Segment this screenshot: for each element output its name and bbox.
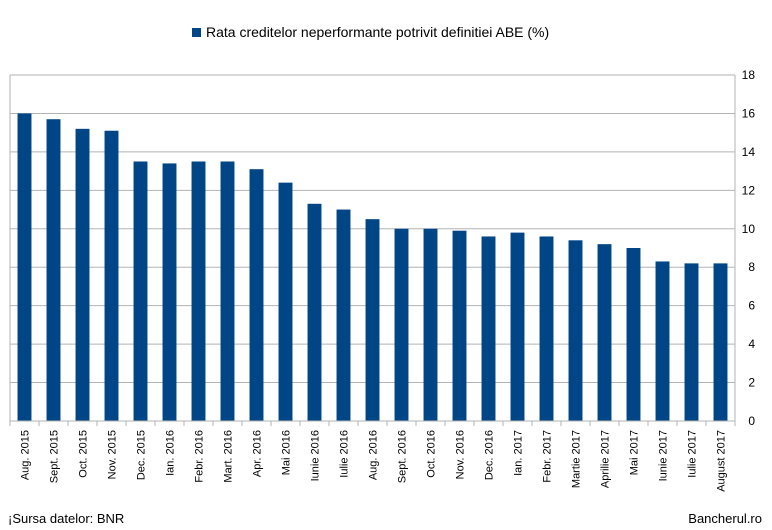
x-tick-label: Febr. 2017 bbox=[542, 430, 554, 483]
bar bbox=[394, 228, 409, 421]
chart-legend: Rata creditelor neperformante potrivit d… bbox=[192, 24, 549, 40]
x-tick-label: Oct. 2016 bbox=[426, 430, 438, 478]
x-tick-label: Aug. 2015 bbox=[20, 430, 32, 480]
x-tick-label: Mai 2017 bbox=[629, 430, 641, 475]
bar bbox=[307, 203, 322, 421]
x-tick-label: Oct. 2015 bbox=[78, 430, 90, 478]
y-tick-label: 4 bbox=[748, 337, 755, 351]
x-tick-label: Dec. 2015 bbox=[136, 430, 148, 480]
x-tick-label: Aug. 2016 bbox=[368, 430, 380, 480]
y-tick-label: 18 bbox=[742, 68, 756, 82]
x-tick-label: Iulie 2016 bbox=[339, 430, 351, 478]
bar bbox=[336, 209, 351, 421]
x-tick-label: Mart. 2016 bbox=[223, 430, 235, 483]
bar bbox=[249, 169, 264, 421]
x-tick-label: Apr. 2016 bbox=[252, 430, 264, 477]
source-note: ¡Sursa datelor: BNR bbox=[8, 511, 125, 526]
bar bbox=[539, 236, 554, 421]
bar bbox=[481, 236, 496, 421]
x-tick-label: Iunie 2017 bbox=[658, 430, 670, 481]
bar bbox=[568, 240, 583, 421]
bar bbox=[46, 119, 61, 421]
x-tick-label: Ian. 2016 bbox=[165, 430, 177, 476]
bar bbox=[597, 244, 612, 421]
x-tick-label: Nov. 2016 bbox=[455, 430, 467, 479]
bar bbox=[626, 248, 641, 421]
x-tick-label: August 2017 bbox=[716, 430, 728, 492]
y-tick-label: 0 bbox=[748, 414, 755, 428]
bar bbox=[452, 230, 467, 421]
bar bbox=[684, 263, 699, 421]
bar bbox=[278, 182, 293, 421]
x-tick-label: Sept. 2016 bbox=[397, 430, 409, 483]
bar bbox=[75, 128, 90, 422]
y-tick-label: 10 bbox=[742, 222, 756, 236]
brand-label: Bancherul.ro bbox=[688, 511, 762, 526]
x-tick-label: Ian. 2017 bbox=[513, 430, 525, 476]
bar bbox=[423, 228, 438, 421]
bar bbox=[133, 161, 148, 421]
x-tick-label: Mai 2016 bbox=[281, 430, 293, 475]
bar bbox=[104, 130, 119, 421]
x-tick-label: Martie 2017 bbox=[571, 430, 583, 488]
bar bbox=[365, 219, 380, 421]
bar bbox=[510, 232, 525, 421]
y-tick-label: 6 bbox=[748, 299, 755, 313]
x-tick-label: Iunie 2016 bbox=[310, 430, 322, 481]
x-tick-label: Iulie 2017 bbox=[687, 430, 699, 478]
y-tick-label: 12 bbox=[742, 183, 756, 197]
x-tick-label: Aprilie 2017 bbox=[600, 430, 612, 488]
y-tick-label: 8 bbox=[748, 260, 755, 274]
bar bbox=[713, 263, 728, 421]
bar bbox=[220, 161, 235, 421]
x-tick-label: Febr. 2016 bbox=[194, 430, 206, 483]
x-tick-label: Nov. 2015 bbox=[107, 430, 119, 479]
bar bbox=[17, 113, 32, 421]
bar bbox=[655, 261, 670, 421]
bar bbox=[191, 161, 206, 421]
y-tick-label: 16 bbox=[742, 106, 756, 120]
y-tick-label: 2 bbox=[748, 376, 755, 390]
x-tick-label: Sept. 2015 bbox=[49, 430, 61, 483]
y-tick-label: 14 bbox=[742, 145, 756, 159]
legend-label: Rata creditelor neperformante potrivit d… bbox=[206, 24, 550, 40]
bar bbox=[162, 163, 177, 421]
legend-swatch bbox=[192, 27, 201, 37]
x-tick-label: Dec. 2016 bbox=[484, 430, 496, 480]
